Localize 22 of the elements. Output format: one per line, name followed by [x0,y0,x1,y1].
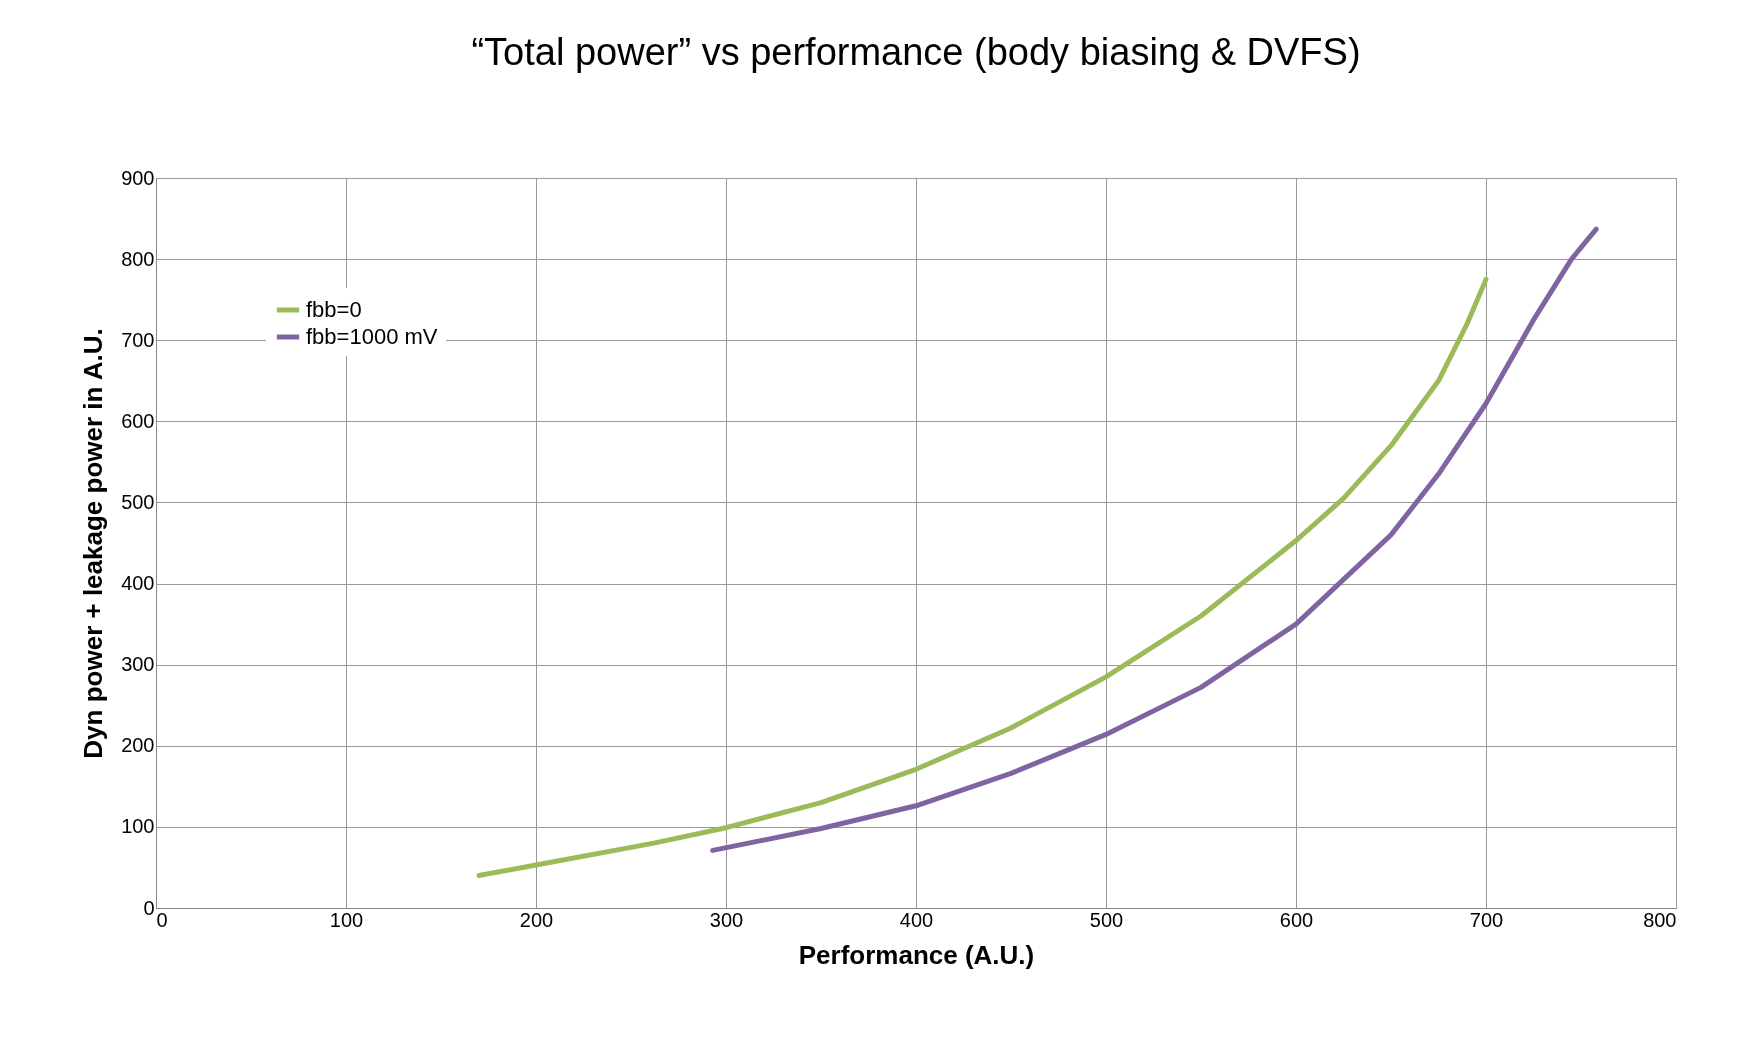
y-tick-label: 100 [121,815,155,838]
y-axis-title: Dyn power + leakage power in A.U. [78,328,109,759]
y-tick-label: 600 [121,409,155,432]
y-tick-label: 700 [121,328,155,351]
x-tick-label: 200 [519,908,554,931]
legend-label: fbb=0 [306,297,362,322]
x-tick-label: 400 [899,908,934,931]
chart-title: “Total power” vs performance (body biasing & DVFS) [471,31,1361,73]
y-tick-label: 300 [121,653,155,676]
y-tick-label: 200 [121,734,155,757]
x-axis-title: Performance (A.U.) [798,939,1035,970]
x-tick-label: 600 [1279,908,1314,931]
x-tick-label: 500 [1089,908,1124,931]
x-tick-label: 700 [1469,908,1504,931]
y-tick-label: 500 [121,490,155,513]
x-tick-label: 800 [1643,908,1677,931]
legend-label: fbb=1000 mV [306,324,438,349]
y-tick-label: 800 [121,247,155,270]
x-tick-label: 100 [329,908,364,931]
y-tick-label: 900 [121,166,155,189]
y-tick-label: 400 [121,572,155,595]
x-tick-label: 300 [709,908,744,931]
